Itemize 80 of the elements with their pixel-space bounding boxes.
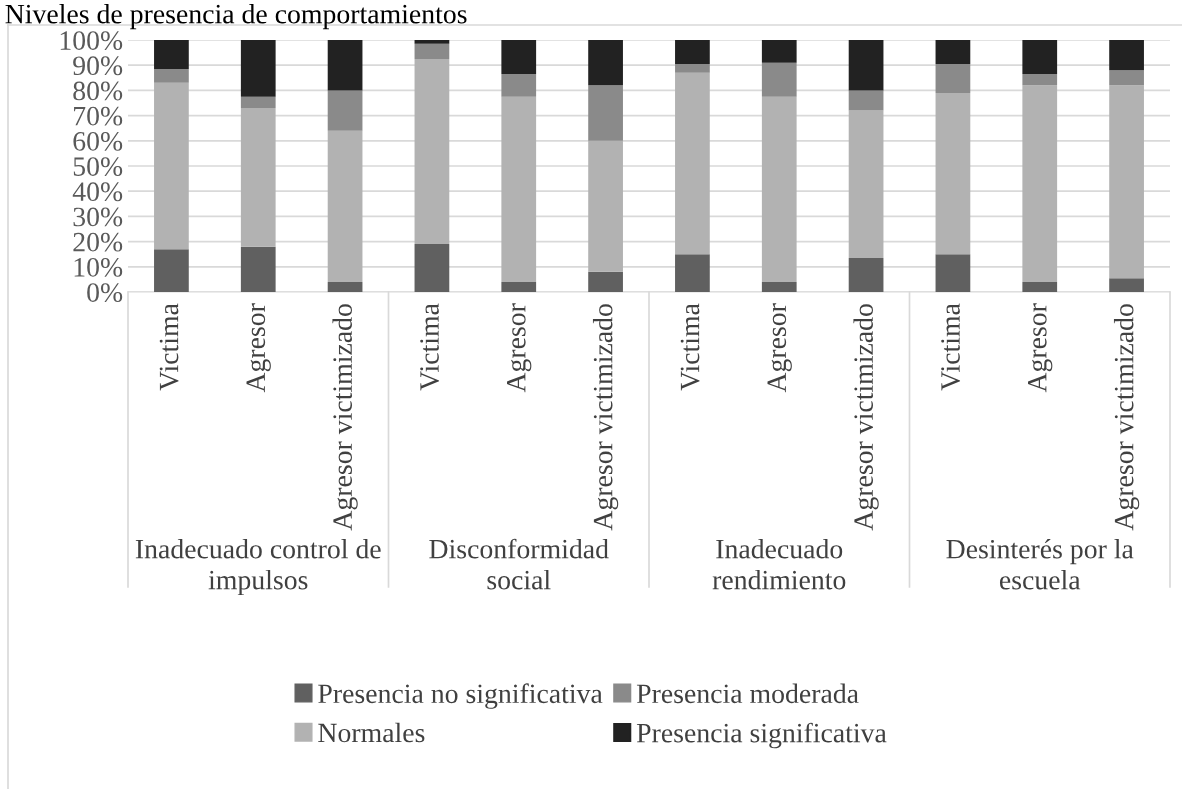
y-tick-label: 70% [74, 106, 123, 126]
y-tick-label: 40% [72, 182, 123, 202]
bar [327, 281, 363, 292]
bar [1022, 281, 1058, 292]
bar [675, 40, 710, 64]
legend-label: Presencia no significativa [318, 683, 603, 709]
bar [675, 63, 710, 73]
bar [588, 140, 623, 272]
y-tick-label: 10% [74, 257, 123, 277]
bar [588, 40, 623, 86]
y-tick-label: 50% [73, 157, 123, 176]
y-tick-label: 20% [73, 232, 123, 252]
bar [848, 110, 884, 258]
bar [675, 254, 710, 292]
x-tick-label: Victima [941, 303, 961, 391]
bar [761, 62, 797, 97]
y-tick-label: 30% [73, 207, 123, 227]
bar [1022, 40, 1058, 75]
bar [501, 74, 537, 97]
x-tick-label: Victima [159, 303, 179, 391]
bar [935, 92, 971, 255]
bar [154, 40, 189, 69]
bar [1109, 85, 1144, 279]
bar [154, 68, 189, 83]
bar [414, 58, 450, 245]
bar [848, 40, 884, 91]
bar [154, 82, 189, 250]
bar [761, 281, 797, 292]
x-tick-label: Agresor [246, 303, 271, 393]
x-tick-label: Agresor victimizado [853, 304, 879, 531]
text: Inadecuado rendimiento [712, 538, 846, 590]
x-tick-label: Victima [420, 303, 440, 391]
bar [327, 130, 363, 282]
bar [240, 96, 276, 109]
y-tick-label: 90% [73, 56, 123, 76]
x-tick-label: Agresor [507, 303, 532, 393]
x-tick-label: Agresor victimizado [332, 304, 358, 531]
bar [1109, 70, 1144, 86]
bar [1022, 85, 1058, 282]
x-tick-label: Agresor victimizado [592, 304, 619, 531]
bar [414, 43, 450, 59]
y-tick-label: 80% [73, 81, 123, 101]
y-tick-label: 100% [60, 31, 123, 50]
bar [848, 257, 884, 292]
x-tick-label: Agresor [767, 303, 792, 393]
bar [588, 85, 623, 141]
x-tick-label: Victima [680, 303, 700, 391]
bar [935, 63, 971, 93]
text: Disconformidad social [429, 538, 609, 590]
bar [240, 40, 276, 97]
legend-label: Normales [318, 722, 425, 743]
y-tick-label: 60% [73, 131, 123, 151]
bar [414, 244, 450, 292]
bar [935, 254, 971, 292]
bar [240, 246, 276, 292]
legend-label: Presencia moderada [636, 683, 859, 704]
chart-title: Niveles de presencia de comportamientos [5, 3, 467, 30]
x-tick-label: Agresor [1028, 303, 1053, 393]
y-tick-label: 0% [87, 283, 123, 302]
bar [414, 40, 450, 44]
bar [588, 271, 623, 292]
x-tick-label: Agresor victimizado [1113, 304, 1140, 531]
bar [501, 40, 537, 75]
bar [848, 90, 884, 111]
text: Desinterés por la escuela [946, 538, 1134, 590]
bar [240, 108, 276, 247]
bar [1109, 40, 1144, 71]
bar [761, 96, 797, 282]
bar [1109, 278, 1144, 292]
bar [501, 281, 537, 292]
bar [675, 72, 710, 255]
legend-label: Presencia significativa [636, 722, 887, 749]
bar [501, 96, 537, 282]
bar [327, 40, 363, 91]
bar [154, 249, 189, 292]
bar [327, 90, 363, 131]
bar [935, 40, 971, 64]
bar [1022, 74, 1058, 86]
text: Inadecuado control de impulsos [135, 538, 381, 596]
bar [761, 40, 797, 63]
